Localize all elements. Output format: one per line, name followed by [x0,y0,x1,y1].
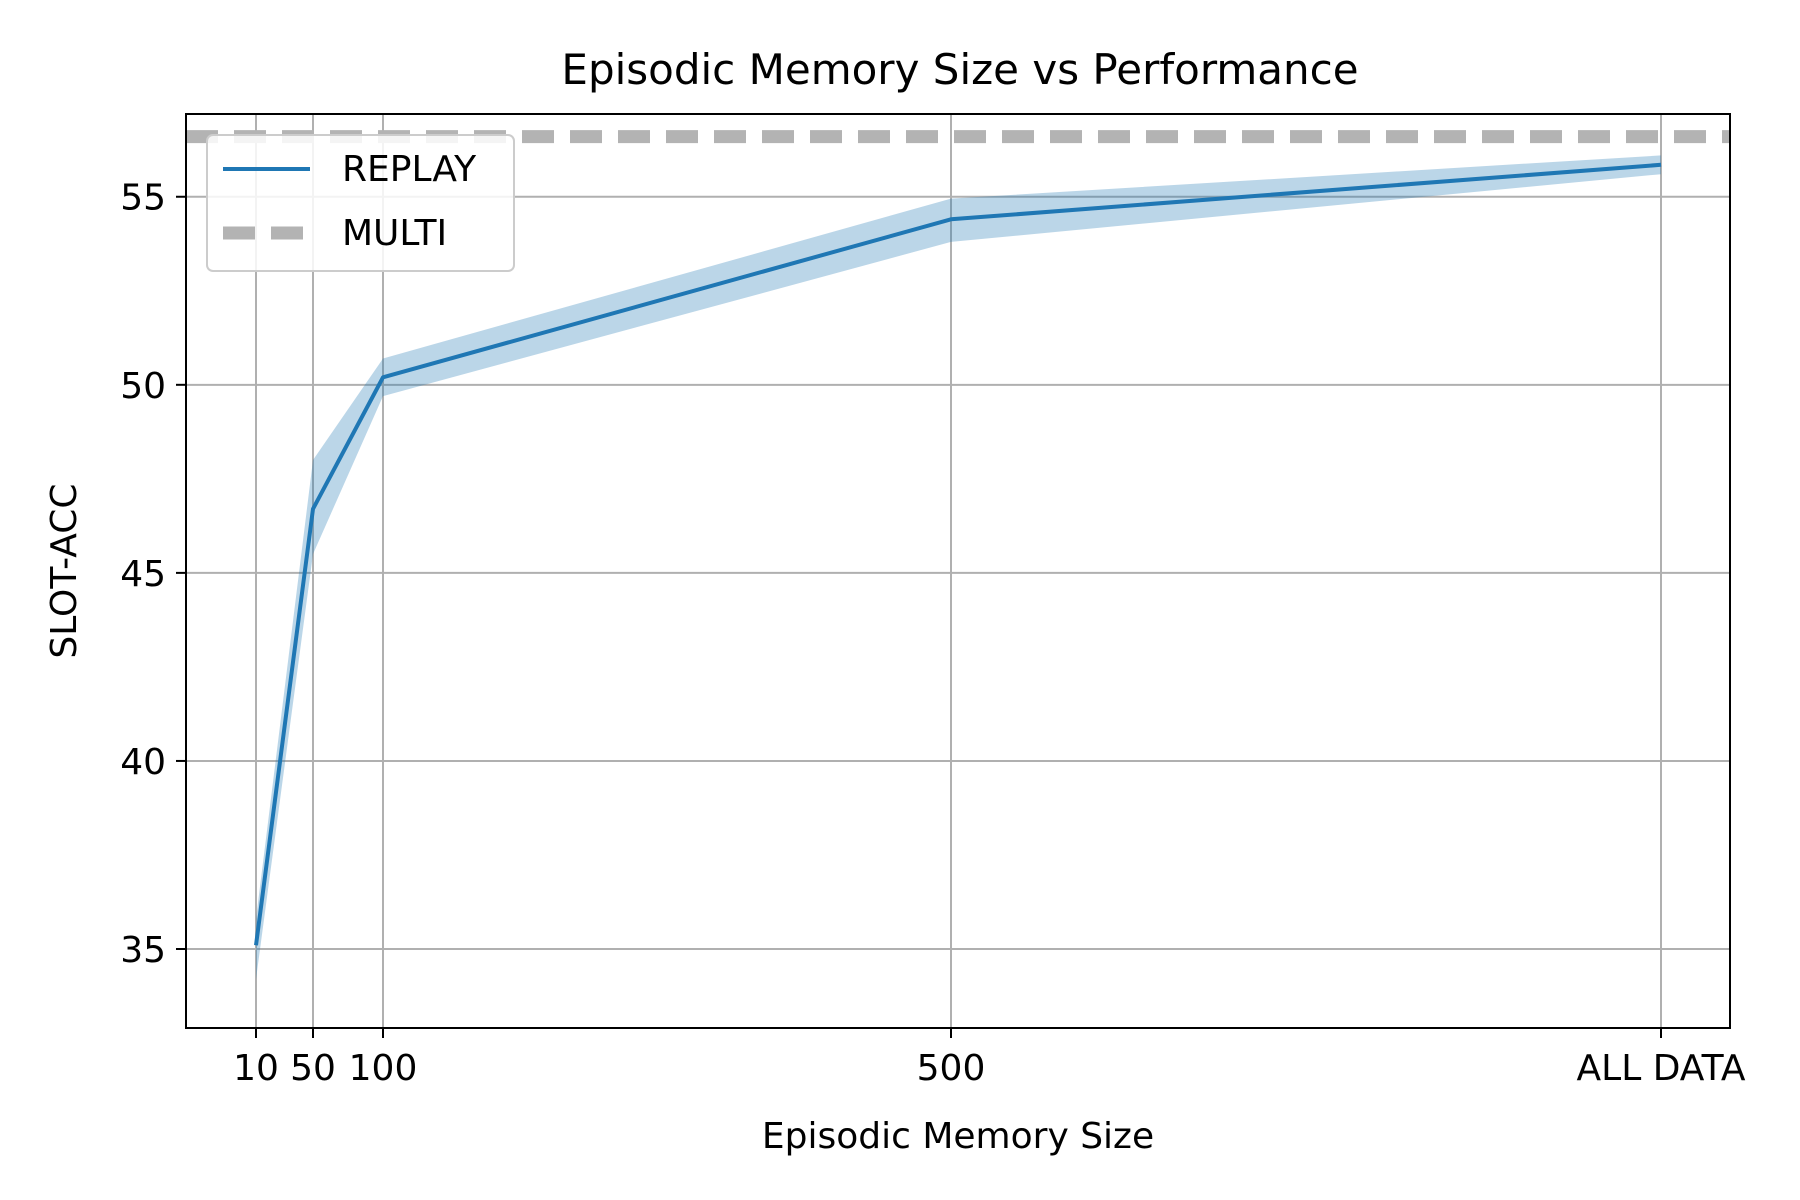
legend-replay-label: REPLAY [342,149,477,190]
chart-title: Episodic Memory Size vs Performance [561,45,1358,94]
y-tick-label: 35 [120,930,166,971]
x-tick-label: 50 [290,1048,336,1089]
y-tick-label: 55 [120,178,166,219]
axis-ticks: 10 50 100 500 ALL DATA 35 40 45 50 55 [120,178,1746,1089]
x-tick-label: 10 [233,1048,279,1089]
replay-line [254,162,1662,946]
x-axis-label: Episodic Memory Size [762,1116,1154,1157]
y-tick-label: 40 [120,742,166,783]
y-tick-label: 45 [120,554,166,595]
x-tick-label: 100 [349,1048,418,1089]
replay-confidence-band [256,155,1661,980]
y-axis-label: SLOT-ACC [44,483,85,658]
x-tick-label: 500 [917,1048,986,1089]
x-tick-label: ALL DATA [1577,1048,1746,1089]
plot-frame [185,113,1731,1029]
legend-multi-label: MULTI [342,213,447,254]
confidence-band-layer [256,155,1661,980]
legend: REPLAY MULTI [206,134,515,272]
y-tick-label: 50 [120,366,166,407]
